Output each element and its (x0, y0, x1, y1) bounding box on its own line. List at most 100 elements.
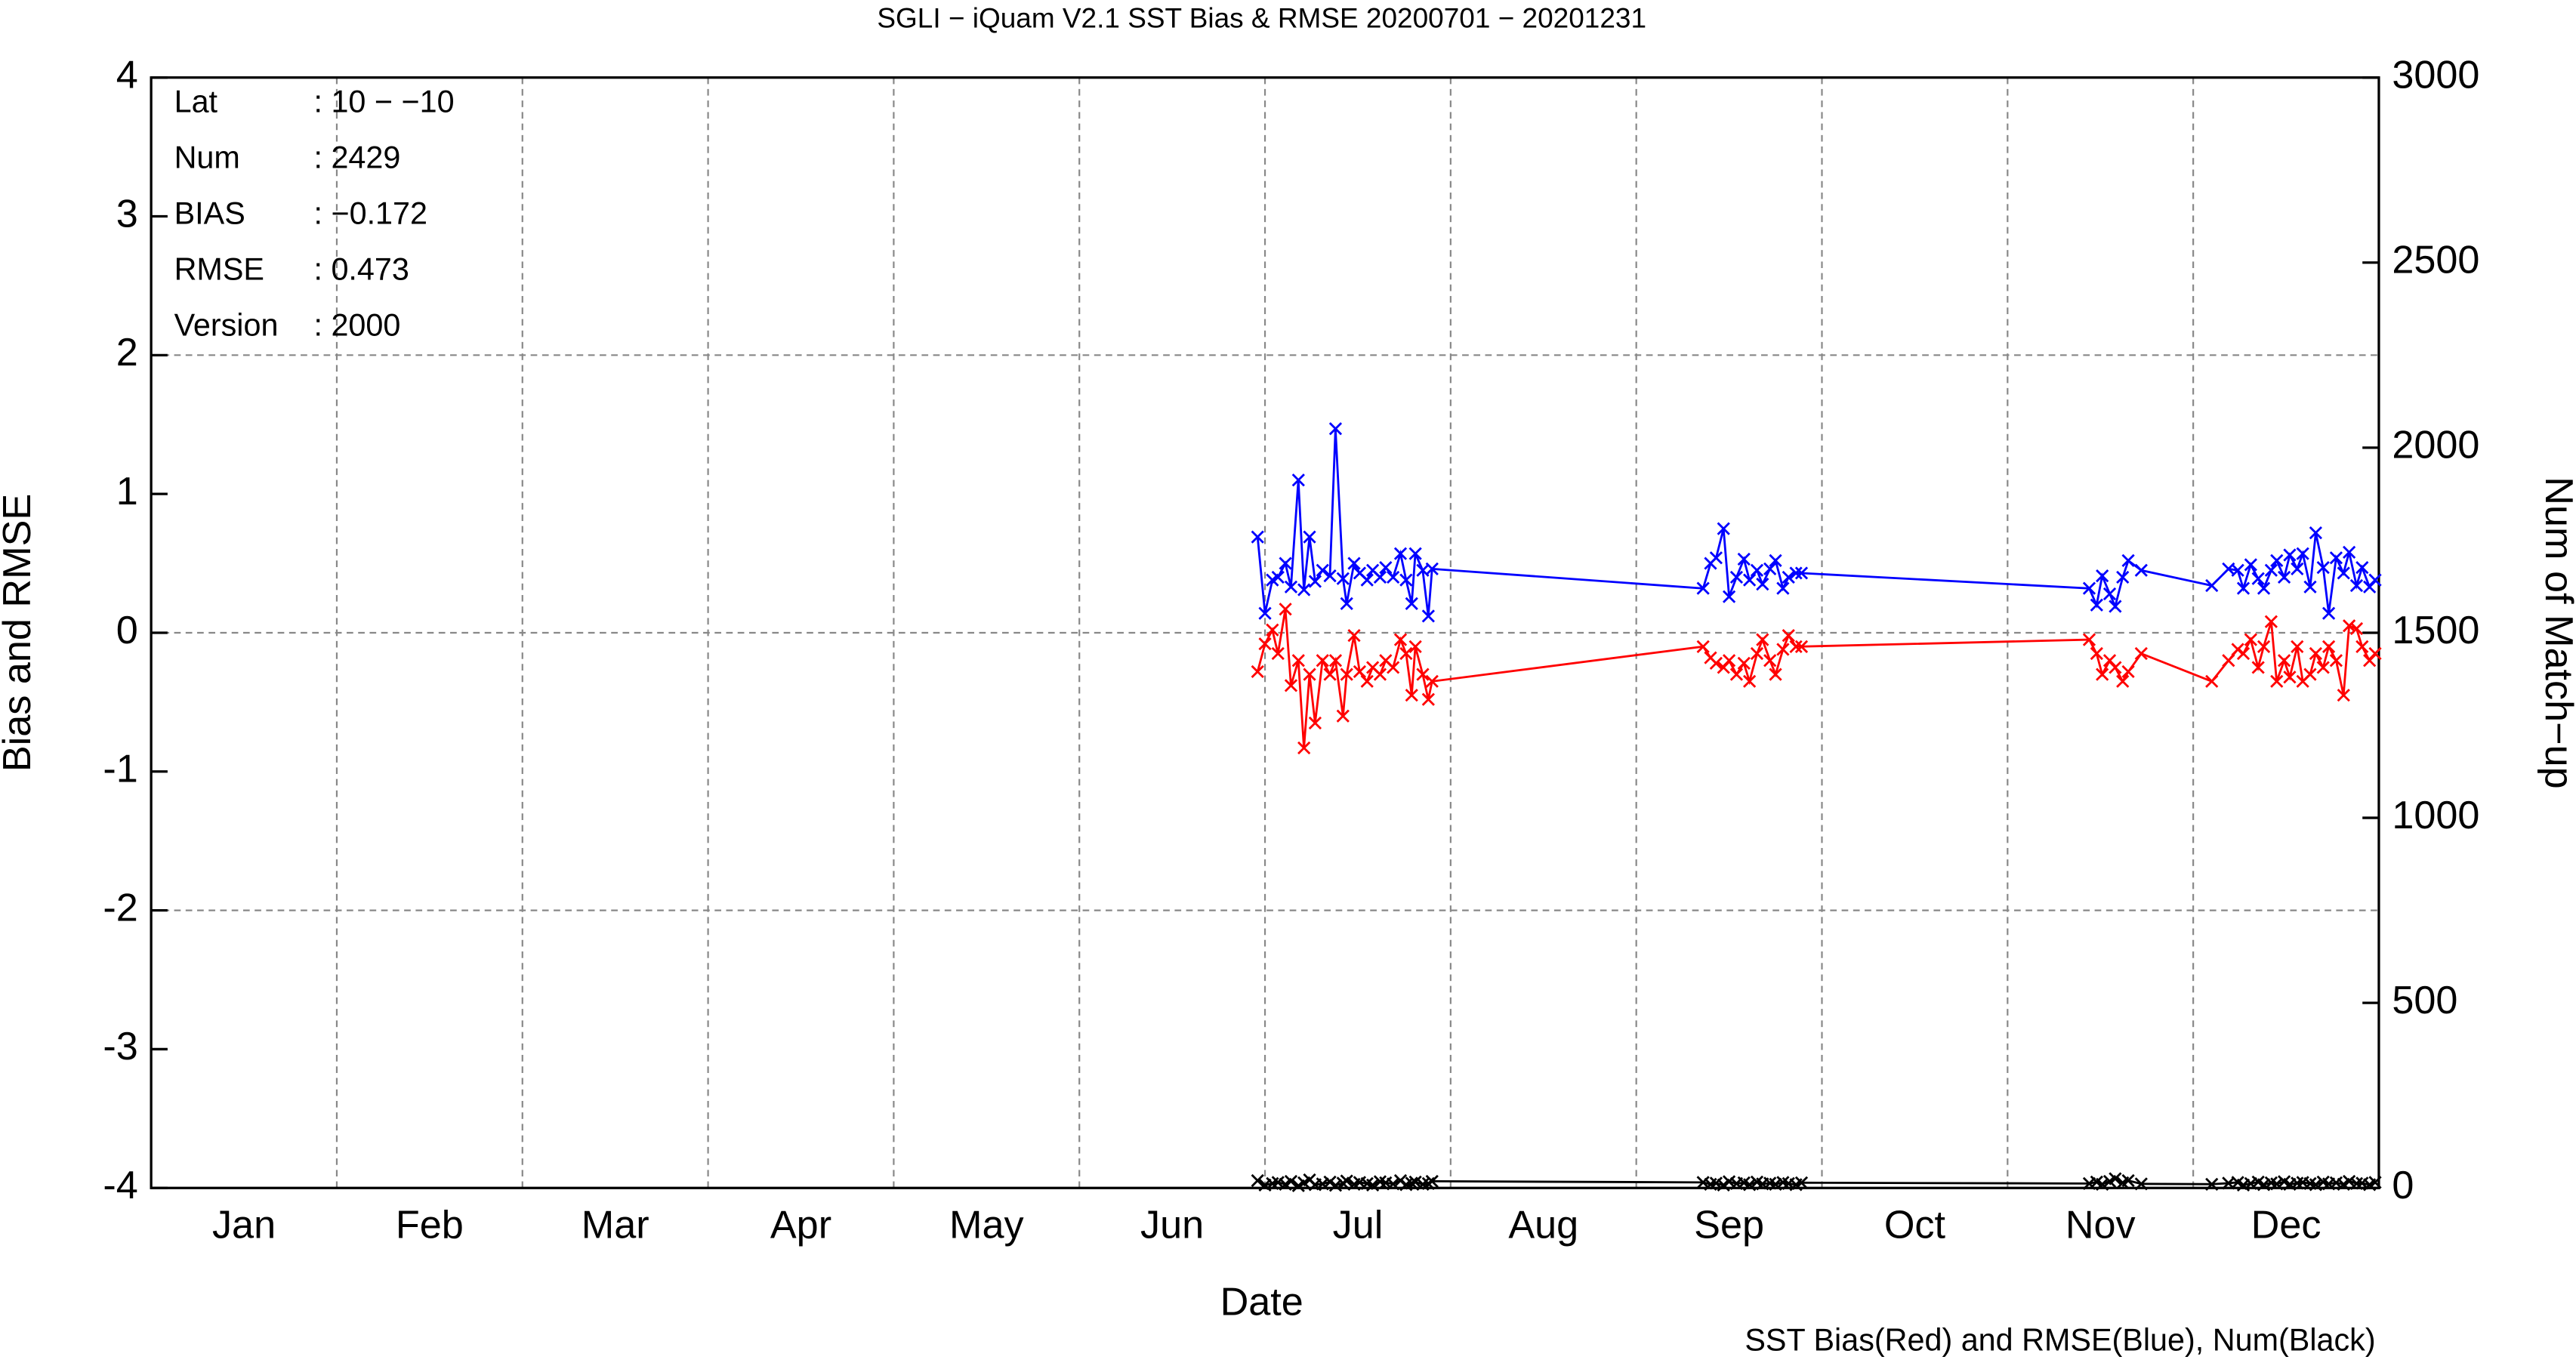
data-point (1405, 1176, 1418, 1190)
data-point (2082, 633, 2096, 646)
data-point (1769, 668, 1782, 681)
data-point (2251, 572, 2265, 585)
data-point (2096, 569, 2109, 583)
data-point (1421, 609, 1435, 623)
data-point (1347, 629, 1361, 643)
data-point (2264, 563, 2278, 577)
stat-label: Num (174, 140, 240, 174)
chart-title: SGLI − iQuam V2.1 SST Bias & RMSE 202007… (877, 2, 1646, 33)
x-tick-label: Nov (2065, 1203, 2136, 1247)
data-point (1266, 623, 1279, 637)
data-point (1308, 575, 1322, 588)
data-point (1328, 654, 1343, 668)
x-tick-label: Jan (212, 1203, 276, 1247)
data-point (1408, 640, 1422, 653)
data-point (2343, 1174, 2356, 1189)
series-line (1256, 428, 2377, 617)
x-tick-label: Aug (1508, 1203, 1578, 1247)
data-point (2257, 1178, 2271, 1192)
data-point (1416, 668, 1430, 681)
data-point (1729, 668, 1744, 681)
data-point (2277, 570, 2291, 584)
data-point (2309, 526, 2322, 540)
x-tick-label: Dec (2251, 1203, 2321, 1247)
data-point (1709, 1176, 1723, 1190)
data-point (1328, 1179, 1343, 1192)
data-point (2329, 654, 2343, 668)
data-point (1717, 522, 1730, 535)
data-point (2096, 668, 2109, 681)
data-point (2291, 640, 2304, 653)
data-point (1782, 629, 1795, 643)
data-point (1387, 1177, 1400, 1191)
data-point (1405, 597, 1418, 610)
data-point (1769, 1177, 1782, 1191)
data-point (1794, 640, 1809, 653)
data-point (1763, 562, 1777, 576)
data-point (2102, 587, 2117, 601)
data-point (2277, 654, 2291, 668)
data-point (1251, 664, 1264, 679)
data-point (1323, 668, 1337, 681)
data-point (1776, 581, 1790, 595)
data-point (2251, 661, 2265, 674)
data-point (1340, 597, 1353, 610)
y-tick-label: 2 (116, 331, 138, 375)
data-point (1366, 1178, 1380, 1192)
data-point (2343, 619, 2356, 633)
data-point (1291, 473, 1305, 487)
data-point (1387, 570, 1400, 584)
data-point (1379, 560, 1393, 575)
data-point (1360, 573, 1374, 587)
x-tick-label: Jul (1333, 1203, 1384, 1247)
y-tick-label: 0 (116, 609, 138, 652)
data-point (1399, 573, 1413, 587)
data-point (1743, 674, 1757, 688)
x-tick-label: May (949, 1203, 1024, 1247)
data-point (1769, 553, 1782, 568)
data-point (1709, 551, 1723, 565)
data-point (1750, 646, 1764, 661)
y-tick-label: -4 (103, 1164, 137, 1207)
data-point (2321, 640, 2336, 653)
data-point (2303, 580, 2317, 594)
y-tick-label: 1 (116, 470, 138, 513)
data-point (1328, 422, 1343, 436)
data-point (1284, 679, 1298, 692)
data-point (2309, 646, 2322, 661)
data-point (2116, 570, 2130, 584)
data-point (2257, 581, 2271, 595)
data-point (1696, 1176, 1710, 1189)
stat-label: Version (174, 307, 279, 342)
data-point (1776, 643, 1790, 656)
data-point (1336, 709, 1350, 723)
data-point (1763, 654, 1777, 668)
data-point (2349, 621, 2364, 636)
data-point (2291, 562, 2304, 576)
stat-value: : 10 − −10 (313, 84, 454, 119)
data-point (1743, 573, 1757, 587)
data-point (1425, 674, 1439, 688)
data-point (1323, 569, 1337, 583)
x-tick-label: Sep (1694, 1203, 1764, 1247)
data-point (2321, 606, 2336, 620)
data-point (2205, 1177, 2219, 1191)
data-point (2368, 646, 2382, 661)
y-tick-label: -3 (103, 1025, 137, 1068)
data-point (1258, 637, 1272, 651)
data-point (1421, 692, 1435, 706)
data-point (1408, 1175, 1422, 1189)
data-point (2244, 558, 2257, 572)
y2-tick-label: 500 (2392, 979, 2457, 1022)
data-point (1297, 741, 1311, 755)
data-point (2134, 1177, 2148, 1191)
data-point (1696, 640, 1710, 653)
data-point (1729, 570, 1744, 584)
data-point (1425, 562, 1439, 576)
data-point (2121, 664, 2135, 679)
data-point (1756, 578, 1769, 591)
x-tick-label: Apr (770, 1203, 831, 1247)
data-point (2121, 1173, 2135, 1188)
data-point (1756, 633, 1769, 646)
data-point (1743, 1178, 1757, 1192)
